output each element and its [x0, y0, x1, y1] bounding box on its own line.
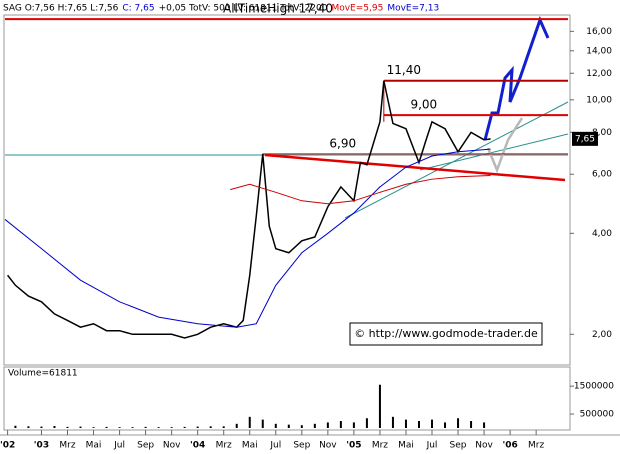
volume-bar: [483, 422, 486, 428]
watermark-box: [349, 322, 543, 346]
volume-panel: [3, 366, 571, 431]
x-tick-label: Jul: [426, 441, 438, 451]
volume-bar: [287, 424, 290, 428]
volume-bar: [66, 426, 69, 428]
x-tick-label: Mrz: [216, 441, 232, 451]
trend-channel: [419, 133, 569, 171]
y-tick-label: 2,00: [592, 330, 612, 340]
moving-average: [4, 148, 491, 328]
level-label: 6,90: [329, 136, 356, 150]
volume-bar: [235, 423, 238, 428]
x-tick-label: Mai: [86, 441, 102, 451]
header-field: +0,05 TotV: 500 LV: 61811 TotV: 2200: [159, 4, 328, 14]
watermark: © http://www.godmode-trader.de: [354, 327, 538, 340]
x-tick-label: Sep: [293, 441, 310, 451]
y-tick-label: 8,00: [592, 128, 612, 138]
price-panel: [3, 14, 571, 366]
level-label: 11,40: [387, 63, 421, 77]
drawn-trendlines: [5, 15, 569, 219]
x-tick-label: Jul: [269, 441, 281, 451]
volume-bar: [40, 426, 43, 428]
header-field: MovE=7,13: [387, 4, 439, 14]
x-tick-label: Mrz: [59, 441, 75, 451]
x-tick-label: '06: [502, 441, 517, 451]
volume-tick-label: 500000: [580, 410, 615, 420]
x-tick-label: Mrz: [528, 441, 544, 451]
volume-bar: [131, 427, 134, 428]
volume-bar: [352, 422, 355, 428]
x-tick-label: '03: [34, 441, 49, 451]
x-tick-label: Sep: [450, 441, 467, 451]
volume-bar: [444, 422, 447, 428]
trend-channel: [344, 101, 569, 219]
volume-bar: [53, 426, 56, 428]
last-price-label: 7,65: [575, 134, 595, 144]
x-tick-label: Nov: [163, 441, 181, 451]
x-tick-label: Sep: [137, 441, 154, 451]
y-tick-label: 10,00: [586, 95, 612, 105]
volume-bar: [183, 426, 186, 428]
volume-label: Volume=61811: [8, 369, 78, 379]
volume-bar: [222, 426, 225, 428]
volume-bar: [431, 419, 434, 428]
volume-bar: [261, 419, 264, 428]
alt-forecast: [486, 117, 524, 174]
volume-bar: [79, 426, 82, 428]
volume-bar: [339, 421, 342, 428]
volume-bar: [170, 427, 173, 428]
last-price-box: [572, 131, 598, 146]
y-tick-label: 4,00: [592, 229, 612, 239]
volume-bar: [417, 421, 420, 428]
volume-bar: [378, 384, 381, 428]
header-field: C: 7,65: [122, 4, 154, 14]
x-tick-label: '02: [0, 441, 15, 451]
volume-bar: [391, 416, 394, 428]
y-tick-label: 16,00: [586, 27, 612, 37]
header-field: SAG O:7,56 H:7,65 L:7,56: [3, 4, 119, 14]
x-tick-label: Nov: [319, 441, 337, 451]
volume-bar: [209, 426, 212, 428]
volume-bar: [118, 427, 121, 428]
y-tick-label: 12,00: [586, 69, 612, 79]
moving-average: [230, 174, 491, 205]
volume-bar: [404, 419, 407, 428]
volume-bar: [144, 426, 147, 428]
level-label: 9,00: [410, 98, 437, 112]
volume-bar: [365, 418, 368, 428]
volume-bar: [196, 426, 199, 428]
volume-bar: [326, 422, 329, 428]
header-field: MovE=5,95: [331, 4, 383, 14]
forecast: [483, 15, 550, 141]
volume-bar: [27, 426, 30, 428]
y-tick-label: 14,00: [586, 46, 612, 56]
x-tick-label: Mai: [398, 441, 414, 451]
volume-bar: [248, 416, 251, 428]
volume-bar: [92, 427, 95, 428]
x-tick-label: Mai: [242, 441, 258, 451]
volume-bar: [274, 423, 277, 428]
y-tick-label: 6,00: [592, 170, 612, 180]
volume-bar: [157, 427, 160, 428]
volume-bar: [105, 426, 108, 428]
x-tick-label: Jul: [113, 441, 125, 451]
resistance-line: [264, 153, 566, 182]
level-label: AllTimeHigh 17,40: [223, 2, 333, 16]
volume-bar: [14, 425, 17, 428]
volume-bar: [457, 418, 460, 428]
x-tick-label: Nov: [475, 441, 493, 451]
x-tick-label: '05: [346, 441, 361, 451]
price-line: [7, 80, 491, 339]
x-tick-label: '04: [190, 441, 205, 451]
volume-bar: [313, 423, 316, 428]
volume-bar: [300, 425, 303, 428]
volume-tick-label: 1500000: [574, 382, 614, 392]
volume-bar: [470, 421, 473, 428]
x-tick-label: Mrz: [372, 441, 388, 451]
